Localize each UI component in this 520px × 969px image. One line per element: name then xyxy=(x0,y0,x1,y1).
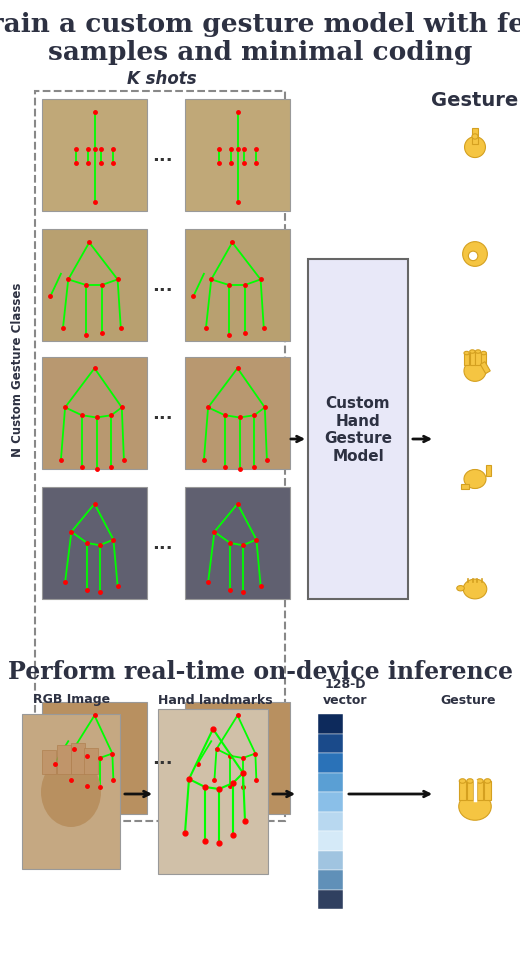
Text: Custom
Hand
Gesture
Model: Custom Hand Gesture Model xyxy=(324,396,392,463)
Bar xyxy=(185,100,290,212)
Bar xyxy=(318,772,343,793)
Bar xyxy=(35,92,285,821)
Bar xyxy=(461,484,469,489)
Ellipse shape xyxy=(472,135,478,140)
Ellipse shape xyxy=(477,779,483,784)
Bar xyxy=(318,890,343,909)
Bar xyxy=(318,812,343,831)
Bar xyxy=(71,743,85,774)
Bar xyxy=(42,100,147,212)
Bar xyxy=(318,714,343,734)
Ellipse shape xyxy=(459,779,466,784)
Bar xyxy=(42,487,147,600)
Bar xyxy=(84,748,98,774)
Ellipse shape xyxy=(463,242,487,267)
Bar xyxy=(43,750,57,774)
Text: Hand landmarks: Hand landmarks xyxy=(158,693,272,705)
Bar xyxy=(42,230,147,342)
Text: Gesture: Gesture xyxy=(440,693,496,705)
Bar xyxy=(185,703,290,814)
Ellipse shape xyxy=(464,470,486,489)
Ellipse shape xyxy=(475,351,480,354)
Bar xyxy=(318,831,343,851)
Bar xyxy=(185,487,290,600)
Ellipse shape xyxy=(464,361,486,382)
Text: N Custom Gesture Classes: N Custom Gesture Classes xyxy=(11,283,24,456)
Bar xyxy=(158,709,268,874)
Bar xyxy=(464,354,469,366)
Bar xyxy=(185,230,290,342)
Bar xyxy=(22,714,120,869)
Ellipse shape xyxy=(484,779,491,784)
Ellipse shape xyxy=(463,579,487,599)
Bar xyxy=(472,129,478,145)
Text: ...: ... xyxy=(152,535,172,552)
Bar xyxy=(484,781,491,800)
Bar xyxy=(318,734,343,753)
Bar xyxy=(477,781,483,800)
Text: 128-D: 128-D xyxy=(324,677,366,691)
Bar xyxy=(57,745,71,774)
Ellipse shape xyxy=(41,757,101,828)
Ellipse shape xyxy=(470,351,475,354)
Bar xyxy=(486,465,491,477)
Text: ...: ... xyxy=(152,749,172,767)
Text: Perform real-time on-device inference: Perform real-time on-device inference xyxy=(7,659,513,683)
Bar xyxy=(318,793,343,812)
Bar xyxy=(318,870,343,890)
Bar xyxy=(318,851,343,870)
Bar xyxy=(308,260,408,600)
Text: vector: vector xyxy=(323,693,367,705)
Text: Train a custom gesture model with few: Train a custom gesture model with few xyxy=(0,12,520,37)
Ellipse shape xyxy=(457,586,464,591)
Text: ...: ... xyxy=(152,147,172,165)
Ellipse shape xyxy=(459,793,491,821)
Text: ...: ... xyxy=(152,405,172,422)
Text: Gesture: Gesture xyxy=(432,90,518,109)
Bar xyxy=(185,358,290,470)
Text: ...: ... xyxy=(152,277,172,295)
Bar xyxy=(467,781,473,800)
Bar xyxy=(470,352,475,366)
Text: K shots: K shots xyxy=(127,70,197,88)
Ellipse shape xyxy=(469,252,478,262)
Text: RGB Image: RGB Image xyxy=(33,693,111,705)
Text: samples and minimal coding: samples and minimal coding xyxy=(48,40,472,65)
Bar xyxy=(459,781,466,800)
Bar xyxy=(42,358,147,470)
Bar xyxy=(475,352,480,366)
Bar xyxy=(42,703,147,814)
Bar xyxy=(481,354,486,366)
Ellipse shape xyxy=(464,138,486,158)
Ellipse shape xyxy=(464,352,470,356)
Ellipse shape xyxy=(481,352,486,356)
Bar xyxy=(318,753,343,772)
Bar xyxy=(480,362,490,374)
Ellipse shape xyxy=(467,779,473,784)
